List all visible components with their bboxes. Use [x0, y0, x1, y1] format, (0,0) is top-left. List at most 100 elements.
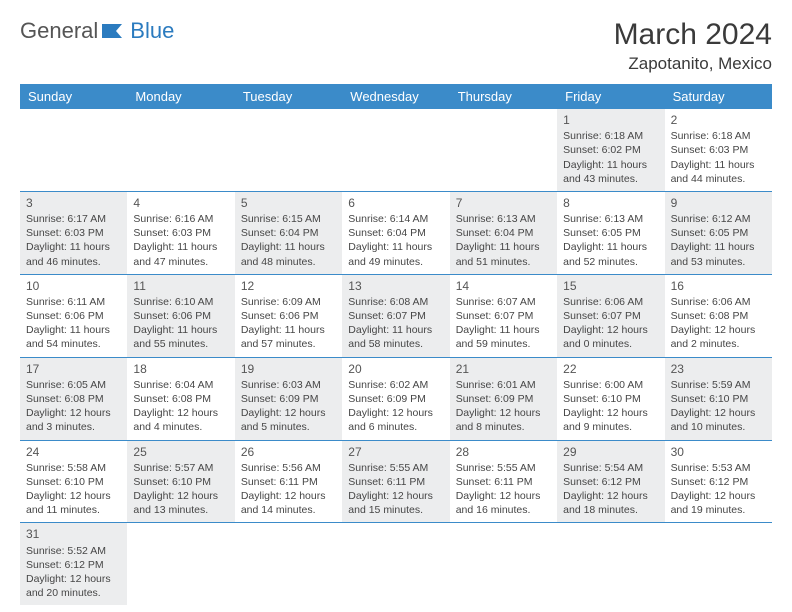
sunset-line: Sunset: 6:12 PM	[563, 475, 658, 489]
day-header-thu: Thursday	[450, 84, 557, 109]
sunrise-line: Sunrise: 6:04 AM	[133, 378, 228, 392]
sunrise-line: Sunrise: 6:01 AM	[456, 378, 551, 392]
calendar-cell: 4Sunrise: 6:16 AMSunset: 6:03 PMDaylight…	[127, 192, 234, 274]
day-number: 10	[26, 278, 121, 294]
calendar-row: 1Sunrise: 6:18 AMSunset: 6:02 PMDaylight…	[20, 109, 772, 192]
calendar-row: 3Sunrise: 6:17 AMSunset: 6:03 PMDaylight…	[20, 192, 772, 275]
logo: General Blue	[20, 18, 174, 44]
sunrise-line: Sunrise: 6:09 AM	[241, 295, 336, 309]
day-number: 18	[133, 361, 228, 377]
calendar-cell: 31Sunrise: 5:52 AMSunset: 6:12 PMDayligh…	[20, 523, 127, 605]
daylight-line: Daylight: 12 hours and 8 minutes.	[456, 406, 551, 434]
calendar-cell	[342, 523, 449, 605]
calendar-cell: 20Sunrise: 6:02 AMSunset: 6:09 PMDayligh…	[342, 358, 449, 440]
sunrise-line: Sunrise: 6:18 AM	[671, 129, 766, 143]
daylight-line: Daylight: 11 hours and 49 minutes.	[348, 240, 443, 268]
calendar-cell: 22Sunrise: 6:00 AMSunset: 6:10 PMDayligh…	[557, 358, 664, 440]
calendar-cell: 12Sunrise: 6:09 AMSunset: 6:06 PMDayligh…	[235, 275, 342, 357]
calendar-cell: 21Sunrise: 6:01 AMSunset: 6:09 PMDayligh…	[450, 358, 557, 440]
sunset-line: Sunset: 6:12 PM	[671, 475, 766, 489]
sunset-line: Sunset: 6:09 PM	[348, 392, 443, 406]
calendar-cell	[235, 523, 342, 605]
sunrise-line: Sunrise: 6:16 AM	[133, 212, 228, 226]
sunrise-line: Sunrise: 6:02 AM	[348, 378, 443, 392]
sunrise-line: Sunrise: 6:06 AM	[563, 295, 658, 309]
sunset-line: Sunset: 6:03 PM	[133, 226, 228, 240]
calendar-cell: 19Sunrise: 6:03 AMSunset: 6:09 PMDayligh…	[235, 358, 342, 440]
calendar-cell: 27Sunrise: 5:55 AMSunset: 6:11 PMDayligh…	[342, 441, 449, 523]
sunset-line: Sunset: 6:06 PM	[26, 309, 121, 323]
sunrise-line: Sunrise: 6:15 AM	[241, 212, 336, 226]
daylight-line: Daylight: 12 hours and 3 minutes.	[26, 406, 121, 434]
day-number: 28	[456, 444, 551, 460]
sunrise-line: Sunrise: 5:55 AM	[456, 461, 551, 475]
calendar-cell	[235, 109, 342, 191]
calendar-cell: 6Sunrise: 6:14 AMSunset: 6:04 PMDaylight…	[342, 192, 449, 274]
sunset-line: Sunset: 6:03 PM	[26, 226, 121, 240]
daylight-line: Daylight: 12 hours and 16 minutes.	[456, 489, 551, 517]
sunset-line: Sunset: 6:10 PM	[26, 475, 121, 489]
calendar-row: 10Sunrise: 6:11 AMSunset: 6:06 PMDayligh…	[20, 275, 772, 358]
daylight-line: Daylight: 12 hours and 18 minutes.	[563, 489, 658, 517]
calendar-header-row: Sunday Monday Tuesday Wednesday Thursday…	[20, 84, 772, 109]
calendar-cell: 18Sunrise: 6:04 AMSunset: 6:08 PMDayligh…	[127, 358, 234, 440]
calendar-cell: 17Sunrise: 6:05 AMSunset: 6:08 PMDayligh…	[20, 358, 127, 440]
day-number: 21	[456, 361, 551, 377]
daylight-line: Daylight: 11 hours and 54 minutes.	[26, 323, 121, 351]
sunset-line: Sunset: 6:10 PM	[563, 392, 658, 406]
day-number: 4	[133, 195, 228, 211]
sunset-line: Sunset: 6:09 PM	[456, 392, 551, 406]
day-number: 17	[26, 361, 121, 377]
daylight-line: Daylight: 12 hours and 10 minutes.	[671, 406, 766, 434]
sunset-line: Sunset: 6:05 PM	[671, 226, 766, 240]
day-number: 2	[671, 112, 766, 128]
daylight-line: Daylight: 11 hours and 55 minutes.	[133, 323, 228, 351]
sunset-line: Sunset: 6:08 PM	[133, 392, 228, 406]
day-number: 22	[563, 361, 658, 377]
calendar-cell: 24Sunrise: 5:58 AMSunset: 6:10 PMDayligh…	[20, 441, 127, 523]
daylight-line: Daylight: 12 hours and 14 minutes.	[241, 489, 336, 517]
calendar-cell	[557, 523, 664, 605]
daylight-line: Daylight: 12 hours and 13 minutes.	[133, 489, 228, 517]
title-block: March 2024 Zapotanito, Mexico	[614, 18, 772, 74]
sunrise-line: Sunrise: 6:07 AM	[456, 295, 551, 309]
calendar-cell: 23Sunrise: 5:59 AMSunset: 6:10 PMDayligh…	[665, 358, 772, 440]
sunrise-line: Sunrise: 6:14 AM	[348, 212, 443, 226]
sunrise-line: Sunrise: 5:54 AM	[563, 461, 658, 475]
day-number: 7	[456, 195, 551, 211]
daylight-line: Daylight: 11 hours and 52 minutes.	[563, 240, 658, 268]
sunrise-line: Sunrise: 5:57 AM	[133, 461, 228, 475]
sunset-line: Sunset: 6:10 PM	[671, 392, 766, 406]
calendar-cell: 8Sunrise: 6:13 AMSunset: 6:05 PMDaylight…	[557, 192, 664, 274]
calendar-row: 17Sunrise: 6:05 AMSunset: 6:08 PMDayligh…	[20, 358, 772, 441]
daylight-line: Daylight: 12 hours and 4 minutes.	[133, 406, 228, 434]
day-number: 26	[241, 444, 336, 460]
sunset-line: Sunset: 6:04 PM	[348, 226, 443, 240]
calendar-cell	[20, 109, 127, 191]
day-header-wed: Wednesday	[342, 84, 449, 109]
daylight-line: Daylight: 12 hours and 2 minutes.	[671, 323, 766, 351]
daylight-line: Daylight: 11 hours and 58 minutes.	[348, 323, 443, 351]
sunset-line: Sunset: 6:05 PM	[563, 226, 658, 240]
sunset-line: Sunset: 6:04 PM	[241, 226, 336, 240]
calendar-cell: 10Sunrise: 6:11 AMSunset: 6:06 PMDayligh…	[20, 275, 127, 357]
logo-text-general: General	[20, 18, 98, 44]
calendar-cell: 3Sunrise: 6:17 AMSunset: 6:03 PMDaylight…	[20, 192, 127, 274]
sunrise-line: Sunrise: 5:52 AM	[26, 544, 121, 558]
calendar-cell: 5Sunrise: 6:15 AMSunset: 6:04 PMDaylight…	[235, 192, 342, 274]
sunrise-line: Sunrise: 5:58 AM	[26, 461, 121, 475]
header: General Blue March 2024 Zapotanito, Mexi…	[20, 18, 772, 74]
calendar-cell: 26Sunrise: 5:56 AMSunset: 6:11 PMDayligh…	[235, 441, 342, 523]
daylight-line: Daylight: 12 hours and 9 minutes.	[563, 406, 658, 434]
daylight-line: Daylight: 12 hours and 20 minutes.	[26, 572, 121, 600]
daylight-line: Daylight: 12 hours and 11 minutes.	[26, 489, 121, 517]
daylight-line: Daylight: 11 hours and 57 minutes.	[241, 323, 336, 351]
sunset-line: Sunset: 6:11 PM	[348, 475, 443, 489]
day-number: 23	[671, 361, 766, 377]
calendar-cell	[450, 523, 557, 605]
day-header-tue: Tuesday	[235, 84, 342, 109]
calendar-cell: 25Sunrise: 5:57 AMSunset: 6:10 PMDayligh…	[127, 441, 234, 523]
daylight-line: Daylight: 12 hours and 19 minutes.	[671, 489, 766, 517]
day-number: 5	[241, 195, 336, 211]
calendar-cell	[127, 523, 234, 605]
